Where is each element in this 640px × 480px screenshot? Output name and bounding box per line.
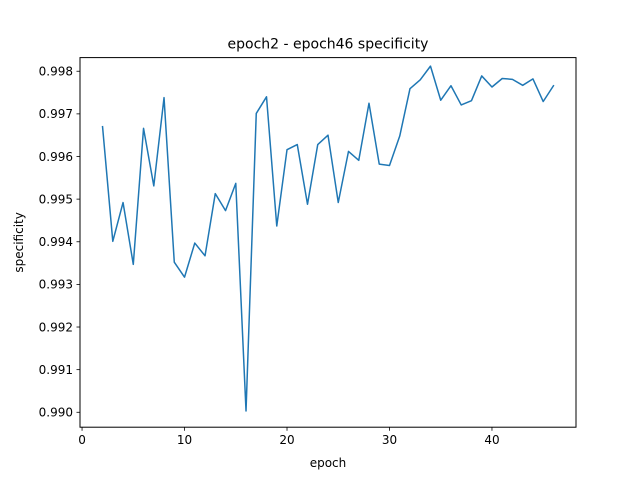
y-axis-ticks: 0.990 0.991 0.992 0.993 0.994 0.995 0.996 0.997… (39, 65, 80, 420)
chart-title: epoch2 - epoch46 specificity (228, 37, 429, 53)
x-tick-label: 20 (279, 433, 294, 447)
y-tick-label: 0.997 (39, 107, 73, 121)
y-tick-label: 0.994 (39, 235, 73, 249)
x-tick-label: 10 (177, 433, 192, 447)
y-tick-label: 0.992 (39, 320, 73, 334)
x-axis-label: epoch (310, 456, 347, 470)
x-tick-label: 40 (484, 433, 499, 447)
y-tick-label: 0.998 (39, 65, 73, 79)
axes-frame (79, 57, 577, 428)
x-tick-label: 30 (382, 433, 397, 447)
y-tick-label: 0.993 (39, 278, 73, 292)
series-line (101, 65, 555, 412)
y-axis-label: specificity (12, 212, 26, 272)
plot-area (101, 65, 555, 412)
y-tick-label: 0.996 (39, 150, 73, 164)
x-axis-ticks: 0 10 20 30 40 (78, 427, 500, 447)
y-tick-label: 0.991 (39, 363, 73, 377)
y-tick-label: 0.995 (39, 192, 73, 206)
x-tick-label: 0 (78, 433, 86, 447)
y-tick-label: 0.990 (39, 406, 73, 420)
